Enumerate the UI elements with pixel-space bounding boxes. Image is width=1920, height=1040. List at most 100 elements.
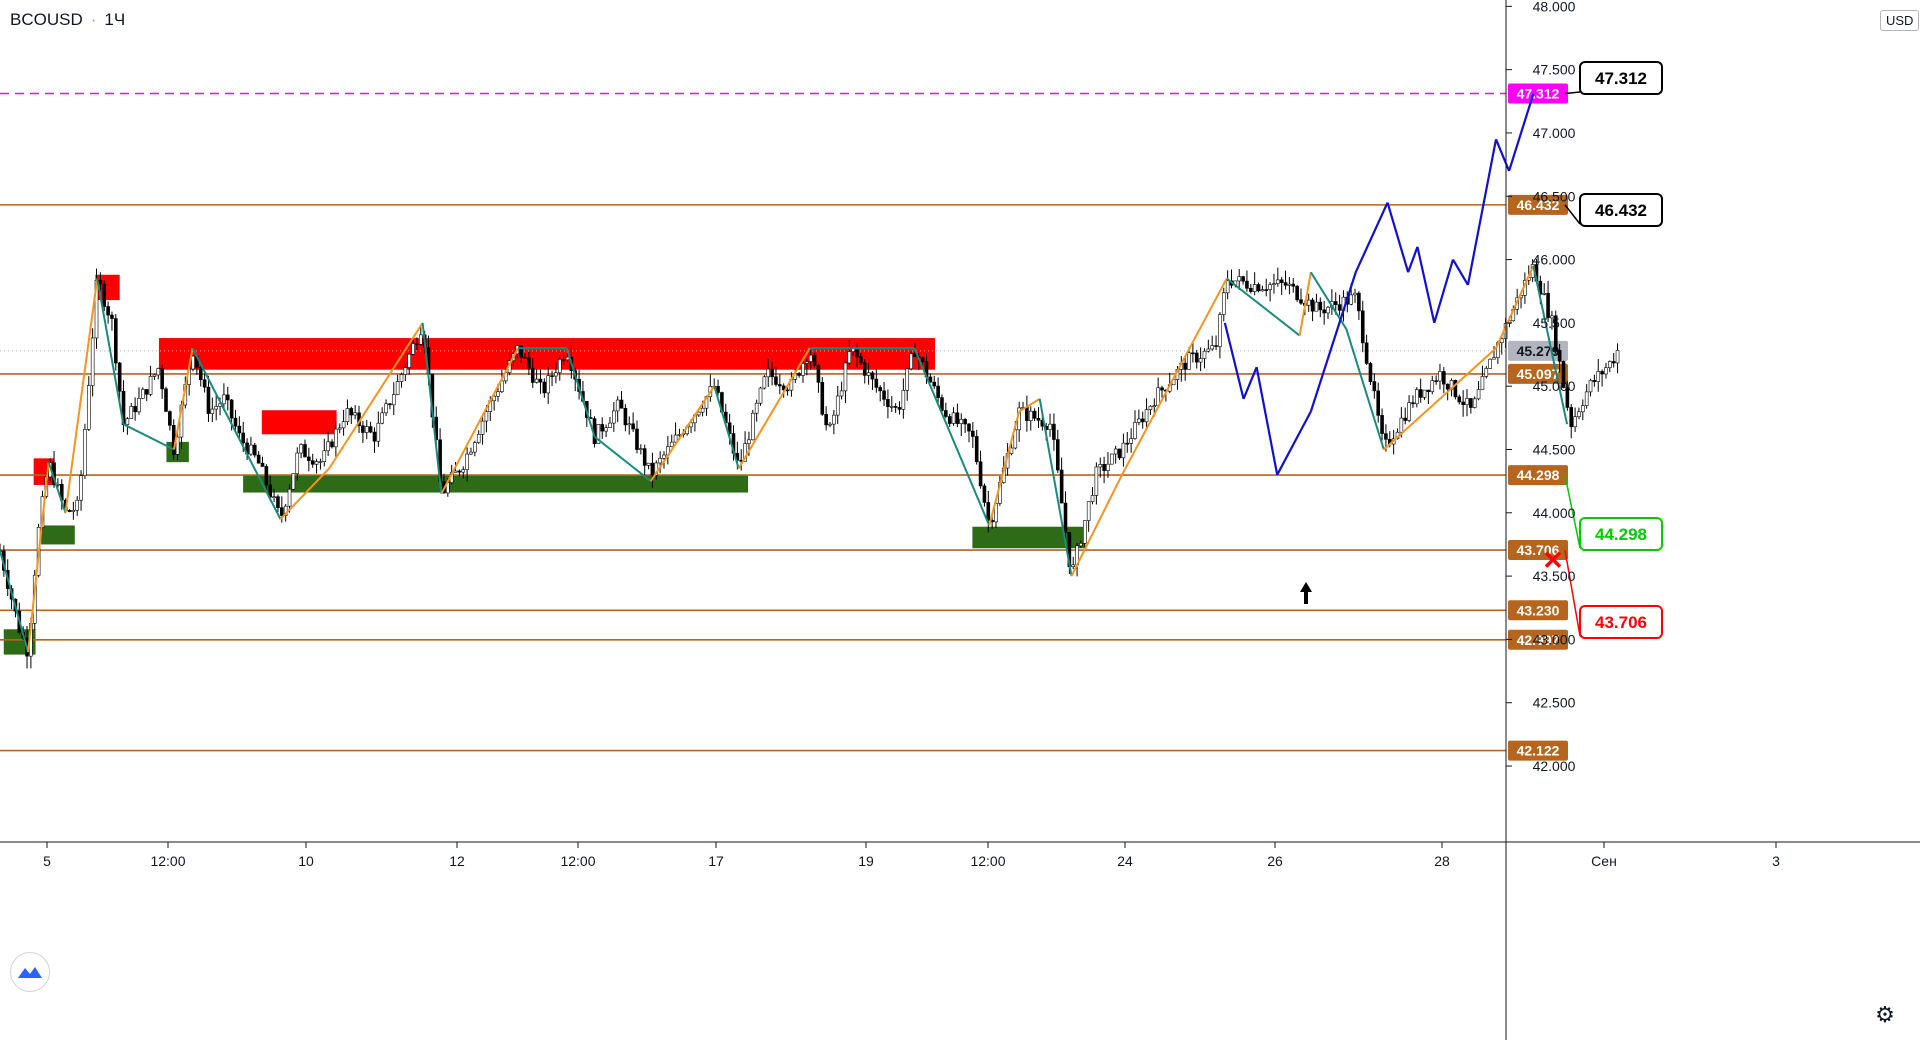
candle-body — [1600, 371, 1604, 375]
candle-body — [1584, 391, 1589, 406]
symbol-name[interactable]: BCOUSD — [10, 10, 83, 29]
candle-body — [1349, 294, 1353, 305]
candle-body — [364, 426, 369, 433]
candle-body — [1125, 442, 1130, 445]
candle-body — [314, 461, 319, 465]
candle-body — [1445, 383, 1450, 390]
candle-body — [600, 424, 605, 432]
candle-body — [222, 394, 226, 405]
candle-body — [920, 357, 925, 363]
zigzag-segment — [594, 436, 652, 482]
candle-body — [534, 378, 539, 383]
candle-body — [71, 510, 76, 512]
level-tag-label: 46.432 — [1517, 197, 1560, 213]
candle-body — [1214, 345, 1218, 347]
candle-body — [1407, 402, 1411, 421]
candle-body — [1434, 380, 1438, 382]
candle-body — [669, 441, 674, 447]
candle-body — [1129, 438, 1133, 444]
candle-body — [1094, 466, 1099, 496]
level-tag — [1508, 600, 1568, 621]
candle-body — [747, 439, 751, 444]
candle-body — [276, 496, 280, 508]
zigzag-segment — [64, 278, 99, 513]
level-tag — [1508, 465, 1568, 486]
candle-body — [743, 443, 747, 462]
candle-body — [1032, 410, 1037, 419]
candle-body — [866, 372, 871, 376]
candle-body — [550, 375, 554, 377]
arrow-up-icon — [1300, 582, 1312, 604]
x-tick-label: 28 — [1434, 853, 1450, 869]
candle-body — [812, 354, 817, 366]
zigzag-segment — [0, 550, 30, 653]
candle-body — [805, 361, 809, 364]
candle-body — [1550, 315, 1554, 319]
candle-body — [1206, 348, 1211, 352]
tradingview-logo-icon[interactable] — [10, 952, 50, 992]
y-tick-label: 44.500 — [1533, 441, 1576, 457]
candle-body — [407, 353, 412, 368]
candle-body — [322, 450, 327, 462]
zigzag-segment — [1070, 474, 1123, 577]
interval-label[interactable]: 1Ч — [104, 10, 126, 29]
candle-body — [963, 419, 967, 425]
candle-body — [1140, 418, 1145, 423]
candle-body — [1333, 301, 1338, 305]
candle-body — [1152, 405, 1157, 407]
zigzag-segment — [1018, 397, 1041, 413]
candle-body — [1055, 439, 1060, 471]
candle-body — [986, 502, 991, 521]
y-tick-label: 45.000 — [1533, 378, 1576, 394]
candle-body — [1079, 543, 1083, 547]
level-tag — [1508, 540, 1568, 561]
level-tag-label: 45.097 — [1517, 366, 1560, 382]
candle-body — [206, 386, 211, 414]
candle-body — [241, 432, 246, 444]
candle-body — [1310, 299, 1315, 312]
currency-button[interactable]: USD — [1880, 10, 1920, 31]
candle-body — [1025, 406, 1029, 421]
zigzag-segment — [440, 347, 519, 495]
candle-body — [947, 416, 952, 424]
callout-pointer — [1564, 549, 1581, 637]
candle-body — [546, 375, 550, 394]
symbol-header[interactable]: BCOUSD · 1Ч — [10, 10, 125, 30]
candle-body — [1596, 371, 1601, 382]
candle-body — [1581, 405, 1585, 413]
candle-body — [596, 424, 601, 444]
candle-body — [1283, 282, 1288, 286]
candle-body — [496, 391, 500, 397]
candle-body — [1245, 280, 1249, 289]
candle-body — [1059, 469, 1064, 504]
candle-body — [1453, 380, 1458, 398]
candle-body — [272, 496, 276, 498]
candle-body — [1426, 389, 1431, 392]
forecast-segment — [1223, 322, 1245, 400]
candle-layer — [0, 258, 1620, 669]
forecast-segment — [1508, 93, 1535, 172]
candle-body — [303, 444, 307, 458]
candle-body — [700, 407, 705, 413]
level-tag-label: 42.997 — [1517, 632, 1560, 648]
candle-body — [229, 399, 234, 419]
candle-body — [816, 365, 821, 383]
candle-body — [650, 462, 655, 476]
candle-body — [480, 420, 485, 435]
candle-body — [307, 456, 311, 461]
candle-body — [886, 399, 890, 407]
candle-body — [1121, 442, 1126, 459]
candle-body — [1611, 361, 1616, 364]
candle-body — [1368, 363, 1373, 382]
demand-zone — [243, 474, 748, 493]
zigzag-segment — [713, 385, 740, 469]
candle-body — [133, 406, 137, 413]
current-price-label: 45.279 — [1517, 343, 1560, 359]
candle-body — [1326, 306, 1330, 314]
gear-icon[interactable]: ⚙ — [1875, 1002, 1895, 1027]
callout-label: 43.706 — [1595, 613, 1647, 632]
candle-body — [141, 389, 145, 399]
candle-body — [882, 390, 886, 400]
zigzag-segment — [122, 423, 175, 451]
